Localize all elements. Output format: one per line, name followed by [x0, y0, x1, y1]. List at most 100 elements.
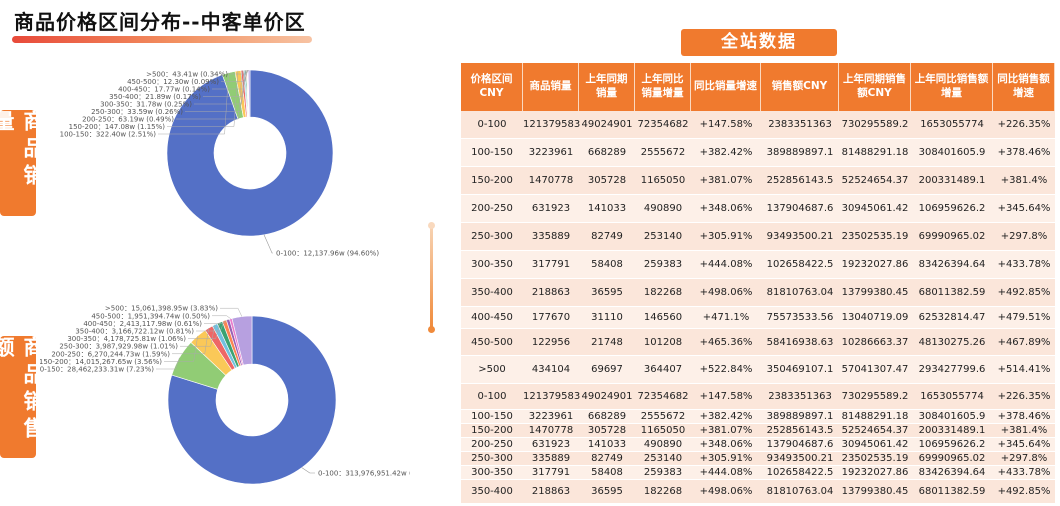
label-leader-line — [167, 70, 239, 127]
label-leader-line — [164, 335, 198, 362]
label-leader-line — [263, 234, 273, 254]
table-cell: +444.08% — [691, 466, 761, 480]
pie-slice->500 — [231, 315, 253, 366]
table-cell: 62532814.47 — [911, 307, 993, 329]
table-cell: +381.07% — [691, 424, 761, 438]
table-cell: +381.4% — [993, 167, 1055, 195]
table-cell: 3223961 — [523, 139, 579, 167]
table-row: 0-100 121379583 49024901 72354682 +147.58% 23… — [461, 111, 1055, 139]
table-cell: +305.91% — [691, 223, 761, 251]
table-cell: 1470778 — [523, 167, 579, 195]
table-cell: +522.84% — [691, 356, 761, 384]
label-leader-line — [301, 467, 315, 474]
table-cell: 200-250 — [461, 438, 523, 452]
slice-label-400-450: 400-450：17.77w (0.14%) — [118, 86, 210, 94]
table-row: 350-400 218863 36595 182268 +498.06% 81810763… — [461, 279, 1055, 307]
table-cell: 1653055774 — [911, 384, 993, 410]
table-cell: 137904687.6 — [761, 438, 839, 452]
table-header-cell: 商品销量 — [523, 63, 579, 111]
table-header-cell: 上年同期销量 — [579, 63, 635, 111]
table-cell: +382.42% — [691, 410, 761, 424]
quantity-donut-chart: 0-100：12,137.96w (94.60%) 100-150：322.40w… — [60, 69, 379, 258]
table-header-cell: 销售额CNY — [761, 63, 839, 111]
table-cell: 48130275.26 — [911, 329, 993, 356]
table-row: 200-250 631923 141033 490890 +348.06% 1379046… — [461, 195, 1055, 223]
table-cell: 182268 — [635, 279, 691, 307]
table-header-cell: 同比销量增速 — [691, 63, 761, 111]
table-cell: 101208 — [635, 329, 691, 356]
table-cell: +467.89% — [993, 329, 1055, 356]
table-cell: +492.85% — [993, 279, 1055, 307]
label-leader-line — [212, 315, 231, 319]
table-cell: 350-400 — [461, 279, 523, 307]
table-cell: 434104 — [523, 356, 579, 384]
table-cell: 252856143.5 — [761, 424, 839, 438]
table-cell: +348.06% — [691, 438, 761, 452]
table-cell: 69697 — [579, 356, 635, 384]
table-cell: 200-250 — [461, 195, 523, 223]
table-cell: 490890 — [635, 438, 691, 452]
site-data-banner: 全站数据 — [681, 29, 837, 56]
table-cell: 102658422.5 — [761, 466, 839, 480]
table-cell: 350469107.1 — [761, 356, 839, 384]
table-cell: 121379583 — [523, 111, 580, 139]
slice-label-400-450: 400-450：2,413,117.98w (0.61%) — [83, 320, 202, 328]
table-cell: 13799380.45 — [839, 480, 911, 504]
timeline-dot-bottom — [428, 326, 435, 333]
table-cell: +345.64% — [993, 195, 1055, 223]
label-leader-line — [204, 319, 229, 324]
table-cell: 69990965.02 — [911, 223, 993, 251]
table-cell: 177670 — [523, 307, 579, 329]
table-cell: 317791 — [523, 251, 579, 279]
table-cell: 293427799.6 — [911, 356, 993, 384]
table-cell: 58416938.63 — [761, 329, 839, 356]
table-cell: 146560 — [635, 307, 691, 329]
table-cell: +444.08% — [691, 251, 761, 279]
slice-label-450-500: 450-500：1,951,394.74w (0.50%) — [91, 312, 210, 320]
label-leader-line — [203, 70, 247, 97]
table-cell: >500 — [461, 356, 523, 384]
table-cell: 252856143.5 — [761, 167, 839, 195]
table-cell: 36595 — [579, 480, 635, 504]
table-cell: +378.46% — [993, 139, 1055, 167]
table-cell: 335889 — [523, 452, 579, 466]
table-cell: +147.58% — [691, 111, 761, 139]
slice-label-0-100: 0-100：12,137.96w (94.60%) — [276, 250, 379, 258]
table-cell: 0-100 — [461, 111, 523, 139]
pie-slice-0-100 — [167, 315, 337, 485]
table-cell: +471.1% — [691, 307, 761, 329]
table-cell: +382.42% — [691, 139, 761, 167]
table-cell: 300-350 — [461, 466, 523, 480]
table-cell: 450-500 — [461, 329, 523, 356]
table-cell: 106959626.2 — [911, 195, 993, 223]
slice-label-300-350: 300-350：31.78w (0.25%) — [100, 101, 192, 109]
table-cell: +433.78% — [993, 466, 1055, 480]
table-cell: 23502535.19 — [839, 452, 911, 466]
table-cell: 200331489.1 — [911, 424, 993, 438]
table-cell: 83426394.64 — [911, 251, 993, 279]
table-cell: +305.91% — [691, 452, 761, 466]
table-cell: 259383 — [635, 251, 691, 279]
table-cell: 1165050 — [635, 424, 691, 438]
table-cell: 30945061.42 — [839, 195, 911, 223]
table-cell: 19232027.86 — [839, 251, 911, 279]
table-cell: 668289 — [579, 410, 635, 424]
table-cell: 100-150 — [461, 139, 523, 167]
table-cell: 250-300 — [461, 223, 523, 251]
table-header-cell: 同比销售额增速 — [993, 63, 1055, 111]
table-row: 400-450 177670 31110 146560 +471.1% 75573533.… — [461, 307, 1055, 329]
table-cell: 490890 — [635, 195, 691, 223]
table-cell: +345.64% — [993, 438, 1055, 452]
slice-label-250-300: 250-300：3,987,929.98w (1.01%) — [59, 343, 178, 351]
table-cell: +297.8% — [993, 223, 1055, 251]
table-cell: 93493500.21 — [761, 452, 839, 466]
table-cell: 58408 — [579, 251, 635, 279]
table-cell: 259383 — [635, 466, 691, 480]
table-cell: 0-100 — [461, 384, 523, 410]
table-cell: 2383351363 — [761, 111, 839, 139]
slice-label-150-200: 150-200：14,015,267.65w (3.56%) — [40, 358, 162, 366]
table-header-cell: 价格区间CNY — [461, 63, 523, 111]
table-row: 100-150 3223961 668289 2555672 +382.42% 38988… — [461, 139, 1055, 167]
title-underline — [12, 36, 312, 43]
table-cell: +226.35% — [993, 111, 1055, 139]
